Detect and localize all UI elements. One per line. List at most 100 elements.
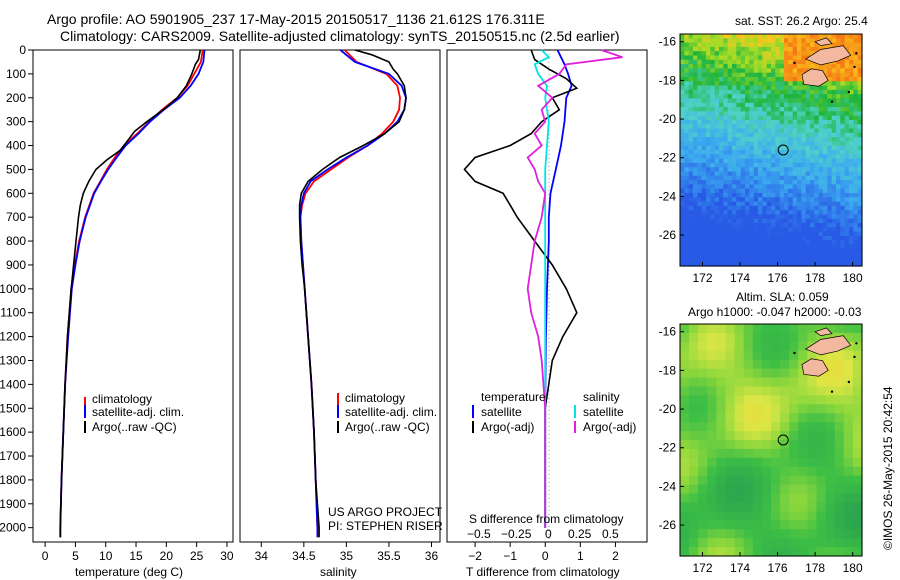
map-cell: [831, 145, 837, 151]
map-cell: [823, 261, 828, 267]
map-cell: [736, 81, 742, 87]
map-cell: [727, 162, 733, 168]
map-cell: [779, 223, 785, 228]
map-cell: [732, 175, 737, 181]
map-cell: [714, 55, 720, 61]
map-cell: [736, 244, 742, 250]
map-cell: [771, 132, 776, 138]
map-cell: [825, 422, 836, 432]
map-cell: [753, 235, 759, 241]
map-cell: [823, 102, 828, 108]
map-cell: [736, 55, 742, 61]
map-cell: [753, 145, 759, 151]
map-cell: [827, 89, 833, 95]
map-cell: [680, 68, 685, 74]
map-cell: [789, 386, 799, 396]
map-cell: [701, 188, 707, 194]
s-difference-ticks: −0.5 −0.25 0 0.25 0.5: [467, 527, 619, 541]
map-cell: [762, 253, 768, 259]
map-cell: [707, 547, 717, 557]
map-cell: [827, 218, 833, 224]
map-cell: [827, 98, 833, 104]
map-cell: [844, 257, 850, 263]
map-cell: [740, 107, 746, 112]
map-cell: [805, 154, 811, 160]
map-cell: [779, 167, 785, 173]
y-tick-label: 600: [6, 186, 26, 200]
map-cell: [761, 511, 772, 521]
map-cell: [810, 98, 815, 104]
map-cell: [714, 72, 720, 78]
map-cell: [732, 76, 737, 82]
map-cell: [688, 137, 694, 143]
map-cell: [836, 235, 841, 241]
map-cell: [740, 253, 746, 259]
map-cell: [784, 59, 789, 65]
map-cell: [766, 51, 772, 57]
map-cell: [727, 72, 733, 78]
map-cell: [801, 128, 807, 134]
map-cell: [701, 257, 707, 263]
map-cell: [801, 162, 807, 168]
map-cell: [805, 124, 811, 130]
map-cell: [788, 184, 794, 190]
map-cell: [805, 171, 811, 177]
map-cell: [710, 124, 716, 130]
map-cell: [775, 42, 781, 48]
map-cell: [771, 98, 776, 104]
map-cell: [701, 76, 707, 82]
map-cell: [701, 119, 707, 125]
map-cell: [775, 94, 781, 100]
map-cell: [719, 64, 724, 69]
map-cell: [684, 201, 690, 207]
figure-title-line2: Climatology: CARS2009. Satellite-adjuste…: [60, 28, 620, 44]
map-cell: [792, 89, 798, 95]
map-cell: [771, 324, 781, 334]
map-cell: [814, 205, 820, 211]
map-cell: [697, 59, 703, 65]
map-cell: [823, 214, 828, 220]
map-cell: [805, 231, 811, 237]
map-cell: [723, 115, 729, 121]
map-cell: [831, 184, 837, 190]
map-cell: [779, 51, 785, 57]
map-cell: [792, 132, 798, 138]
map-cell: [840, 158, 846, 164]
map-cell: [788, 180, 794, 185]
map-cell: [740, 46, 746, 52]
map-cell: [753, 42, 759, 48]
map-cell: [766, 42, 772, 48]
map-cell: [844, 124, 850, 130]
map-cell: [797, 89, 802, 95]
map-cell: [825, 359, 836, 370]
map-cell: [844, 55, 850, 61]
map-cell: [723, 188, 729, 194]
map-cell: [766, 81, 772, 87]
map-cell: [844, 180, 850, 185]
map-cell: [743, 440, 754, 450]
map-cell: [727, 240, 733, 246]
map-cell: [779, 205, 785, 211]
map-cell: [745, 124, 750, 130]
map-cell: [734, 448, 745, 459]
map-cell: [810, 124, 815, 130]
map-cell: [723, 231, 729, 237]
y-tick-label: 800: [6, 234, 26, 248]
map-cell: [788, 68, 794, 74]
map-cell: [807, 422, 818, 432]
map-cell: [710, 128, 716, 134]
map-cell: [840, 128, 846, 134]
map-cell: [814, 154, 820, 160]
map-cell: [797, 72, 802, 78]
map-cell: [818, 223, 824, 228]
map-cell: [853, 158, 859, 164]
map-cell: [762, 42, 768, 48]
map-cell: [714, 261, 720, 267]
map-cell: [825, 395, 836, 405]
map-cell: [844, 64, 850, 69]
map-cell: [825, 324, 836, 334]
map-cell: [766, 231, 772, 237]
map-cell: [749, 128, 755, 134]
map-cell: [736, 188, 742, 194]
map-cell: [714, 244, 720, 250]
